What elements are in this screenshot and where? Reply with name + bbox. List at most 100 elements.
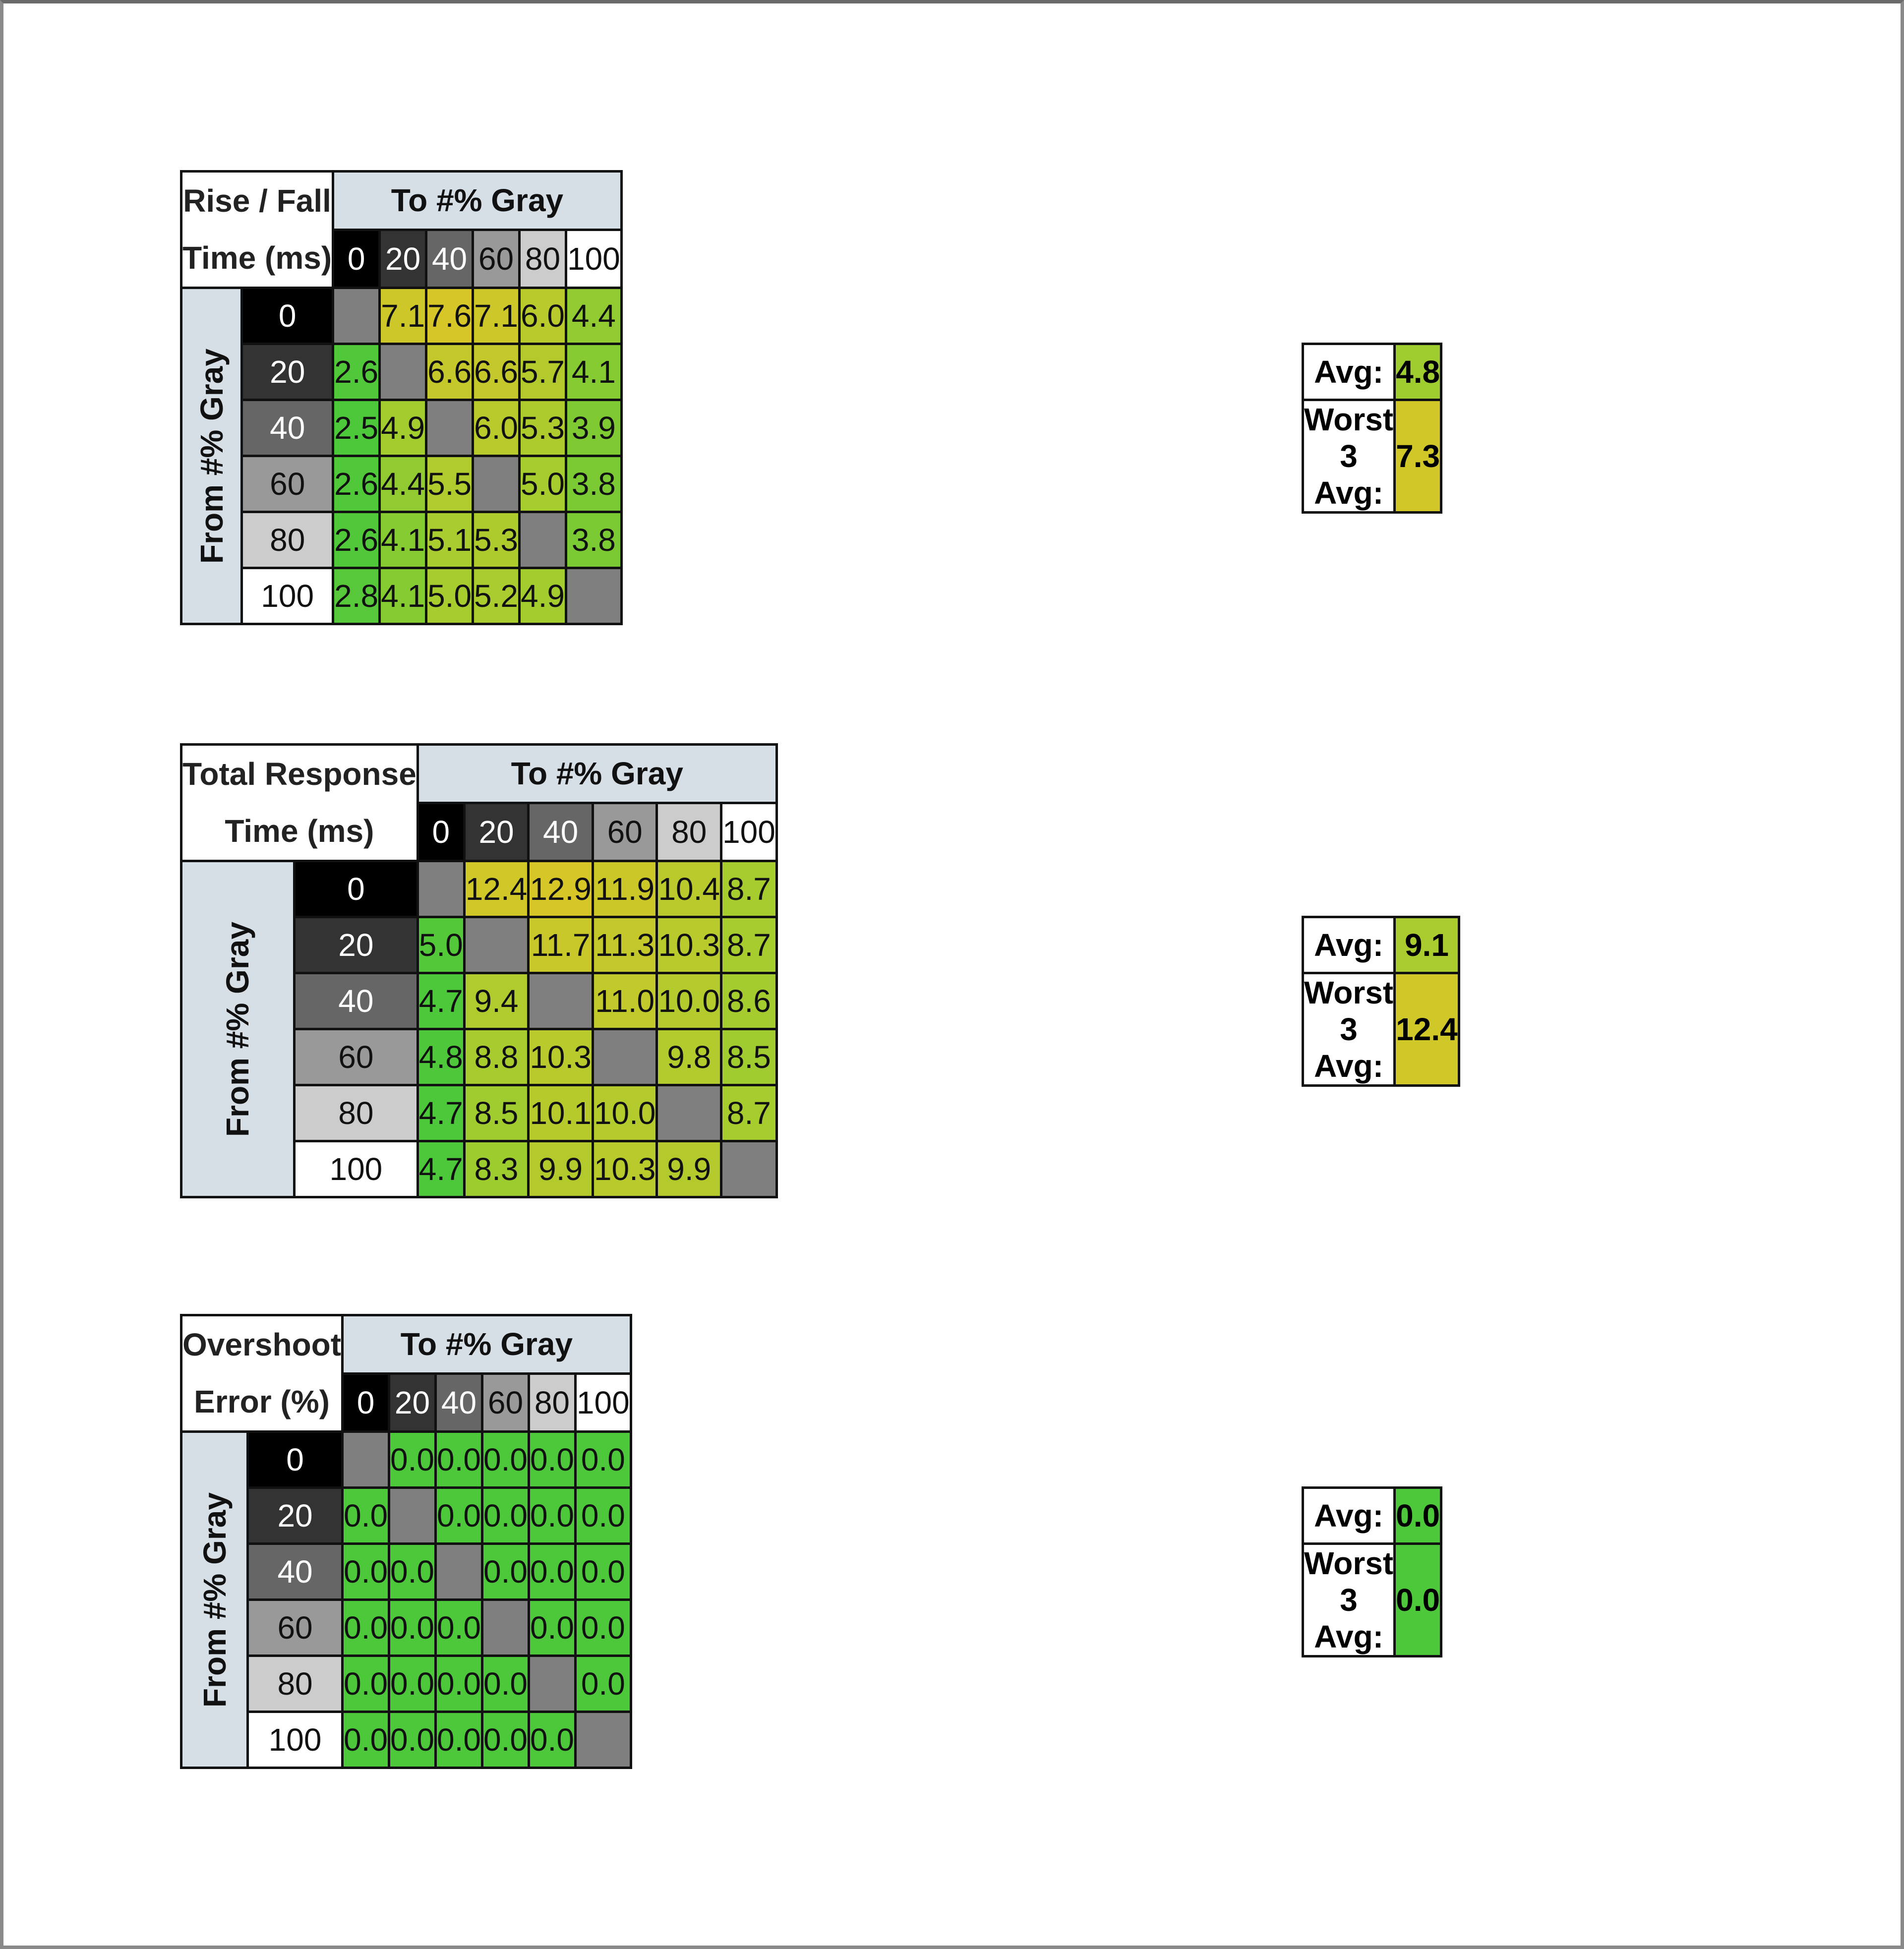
value-cell: 0.0 bbox=[388, 1598, 437, 1657]
value-cell: 0.0 bbox=[574, 1542, 632, 1601]
value-cell: 12.9 bbox=[527, 860, 594, 918]
value-cell: 0.0 bbox=[574, 1598, 632, 1657]
table-row: 20 2.6 6.6 6.6 5.7 4.1 bbox=[181, 343, 623, 401]
value-cell: 6.6 bbox=[472, 343, 521, 401]
worst3-avg-label: Worst 3 Avg: bbox=[1301, 399, 1396, 514]
value-cell: 0.0 bbox=[574, 1654, 632, 1713]
worst3-avg-value: 12.4 bbox=[1393, 972, 1460, 1087]
table-row: 80 2.6 4.1 5.1 5.3 3.8 bbox=[181, 511, 623, 569]
to-gray-level: 0 bbox=[416, 801, 466, 862]
from-gray-level: 100 bbox=[240, 567, 335, 625]
to-gray-level: 0 bbox=[332, 228, 381, 289]
value-cell: 0.0 bbox=[434, 1654, 483, 1713]
value-cell: 6.0 bbox=[472, 399, 521, 457]
value-cell: 0.0 bbox=[574, 1486, 632, 1545]
from-gray-level: 80 bbox=[240, 511, 335, 569]
value-cell: 8.8 bbox=[463, 1028, 530, 1086]
value-cell: 10.0 bbox=[655, 972, 722, 1030]
title-line: Overshoot bbox=[182, 1327, 342, 1362]
value-cell: 0.0 bbox=[527, 1711, 577, 1769]
to-gray-level: 40 bbox=[434, 1372, 483, 1433]
value-cell: 0.0 bbox=[527, 1542, 577, 1601]
from-gray-level: 0 bbox=[246, 1430, 344, 1489]
value-cell: 0.0 bbox=[341, 1711, 391, 1769]
to-gray-level: 80 bbox=[527, 1372, 577, 1433]
empty-cell bbox=[527, 1654, 577, 1713]
empty-cell bbox=[564, 567, 623, 625]
empty-cell bbox=[591, 1028, 658, 1086]
value-cell: 7.1 bbox=[472, 287, 521, 345]
value-cell: 10.3 bbox=[591, 1140, 658, 1198]
summary-box: Avg: 0.0 Worst 3 Avg: 0.0 bbox=[1301, 1486, 1443, 1657]
value-cell: 9.9 bbox=[527, 1140, 594, 1198]
value-cell: 8.7 bbox=[720, 916, 778, 974]
to-gray-level: 20 bbox=[463, 801, 530, 862]
value-cell: 0.0 bbox=[341, 1598, 391, 1657]
value-cell: 11.7 bbox=[527, 916, 594, 974]
table-row: From #% Gray 0 7.1 7.6 7.1 6.0 4.4 bbox=[179, 287, 623, 625]
from-gray-header: From #% Gray bbox=[180, 860, 296, 1198]
table-row: 100 0.0 0.0 0.0 0.0 0.0 bbox=[181, 1711, 632, 1769]
to-gray-level: 40 bbox=[527, 801, 594, 862]
to-gray-header: To #% Gray bbox=[341, 1314, 632, 1375]
title-line: Error (%) bbox=[194, 1384, 330, 1419]
value-cell: 10.0 bbox=[591, 1084, 658, 1142]
value-cell: 0.0 bbox=[480, 1430, 530, 1489]
empty-cell bbox=[341, 1430, 391, 1489]
empty-cell bbox=[518, 511, 567, 569]
to-gray-level: 100 bbox=[574, 1372, 632, 1433]
value-cell: 0.0 bbox=[480, 1486, 530, 1545]
from-gray-level: 40 bbox=[240, 399, 335, 457]
value-cell: 0.0 bbox=[341, 1542, 391, 1601]
from-gray-level: 40 bbox=[293, 972, 419, 1030]
avg-value: 9.1 bbox=[1393, 916, 1460, 974]
from-gray-level: 100 bbox=[246, 1711, 344, 1769]
value-cell: 2.5 bbox=[332, 399, 381, 457]
from-gray-level: 40 bbox=[246, 1542, 344, 1601]
value-cell: 0.0 bbox=[574, 1430, 632, 1489]
from-gray-header: From #% Gray bbox=[180, 1430, 249, 1769]
from-gray-level: 60 bbox=[293, 1028, 419, 1086]
empty-cell bbox=[480, 1598, 530, 1657]
value-cell: 8.7 bbox=[720, 860, 778, 918]
value-cell: 0.0 bbox=[388, 1711, 437, 1769]
value-cell: 11.9 bbox=[591, 860, 658, 918]
value-cell: 9.8 bbox=[655, 1028, 722, 1086]
value-cell: 0.0 bbox=[480, 1711, 530, 1769]
table-title: Rise / Fall Time (ms) bbox=[179, 170, 335, 289]
to-gray-level: 60 bbox=[591, 801, 658, 862]
value-cell: 5.2 bbox=[472, 567, 521, 625]
empty-cell bbox=[416, 860, 466, 918]
response-table: Overshoot Error (%) To #% Gray 0 20 40 60 80 100… bbox=[179, 1314, 632, 1769]
value-cell: 4.9 bbox=[378, 399, 428, 457]
value-cell: 4.7 bbox=[416, 1140, 466, 1198]
value-cell: 4.1 bbox=[378, 511, 428, 569]
table-row: 80 4.7 8.5 10.1 10.0 8.7 bbox=[181, 1084, 778, 1142]
table-row: 20 5.0 11.7 11.3 10.3 8.7 bbox=[181, 916, 778, 974]
from-gray-header: From #% Gray bbox=[179, 287, 243, 625]
table-row: 80 0.0 0.0 0.0 0.0 0.0 bbox=[181, 1654, 632, 1713]
value-cell: 0.0 bbox=[527, 1430, 577, 1489]
value-cell: 4.4 bbox=[378, 455, 428, 513]
empty-cell bbox=[434, 1542, 483, 1601]
value-cell: 5.3 bbox=[472, 511, 521, 569]
value-cell: 8.3 bbox=[463, 1140, 530, 1198]
value-cell: 8.7 bbox=[720, 1084, 778, 1142]
title-line: Total Response bbox=[182, 756, 416, 792]
from-gray-level: 80 bbox=[246, 1654, 344, 1713]
value-cell: 0.0 bbox=[388, 1430, 437, 1489]
value-cell: 12.4 bbox=[463, 860, 530, 918]
from-gray-level: 100 bbox=[293, 1140, 419, 1198]
table-row: From #% Gray 0 0.0 0.0 0.0 0.0 0.0 bbox=[180, 1430, 632, 1769]
table-row: 100 2.8 4.1 5.0 5.2 4.9 bbox=[181, 567, 623, 625]
table-row: 40 2.5 4.9 6.0 5.3 3.9 bbox=[181, 399, 623, 457]
to-gray-level: 60 bbox=[472, 228, 521, 289]
value-cell: 4.1 bbox=[564, 343, 623, 401]
from-gray-level: 20 bbox=[293, 916, 419, 974]
avg-label: Avg: bbox=[1301, 1486, 1396, 1545]
value-cell: 0.0 bbox=[480, 1654, 530, 1713]
table-title: Overshoot Error (%) bbox=[179, 1314, 344, 1433]
to-gray-level: 40 bbox=[425, 228, 475, 289]
from-gray-level: 20 bbox=[246, 1486, 344, 1545]
table-row: 40 0.0 0.0 0.0 0.0 0.0 bbox=[181, 1542, 632, 1601]
